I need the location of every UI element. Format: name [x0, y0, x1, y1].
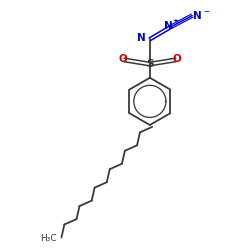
Text: S: S — [146, 59, 154, 69]
Text: N: N — [137, 34, 145, 43]
Text: N: N — [193, 11, 202, 21]
Text: −: − — [203, 9, 209, 15]
Text: O: O — [119, 54, 128, 64]
Text: +: + — [172, 18, 178, 24]
Text: O: O — [172, 54, 181, 64]
Text: H₃C: H₃C — [40, 234, 57, 243]
Text: N: N — [164, 20, 172, 30]
